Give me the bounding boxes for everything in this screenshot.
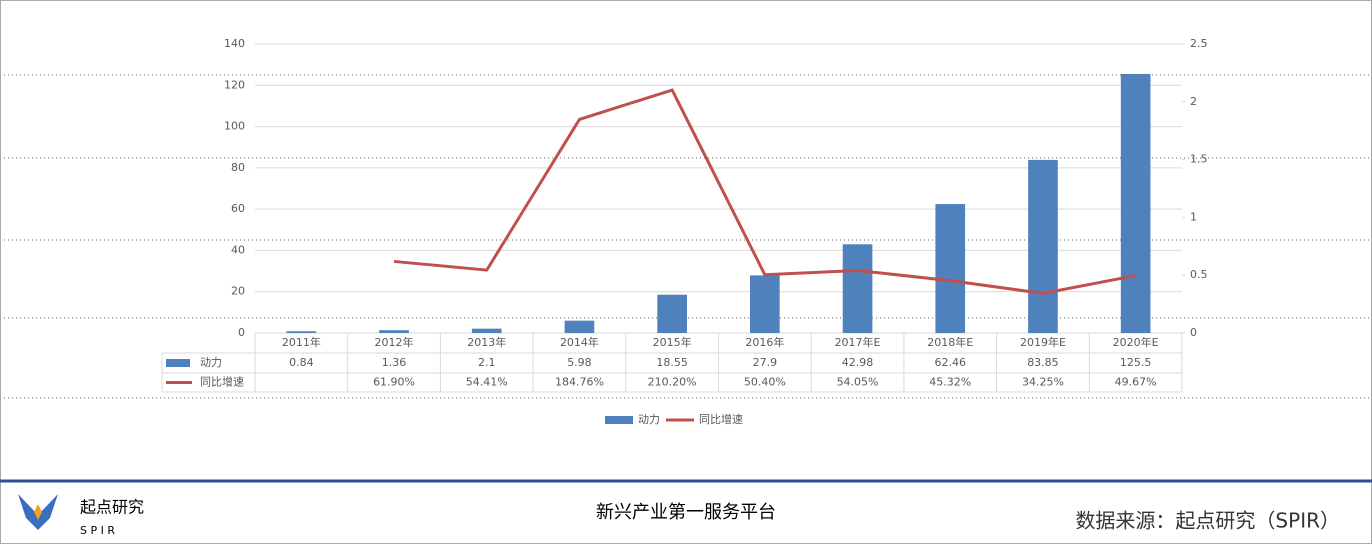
table-cell: 34.25% xyxy=(1022,376,1064,389)
bar xyxy=(471,328,502,333)
bar xyxy=(1028,159,1058,333)
legend-swatch xyxy=(605,416,633,424)
y-tick-label: 0 xyxy=(238,326,245,339)
legend-swatch xyxy=(166,359,190,367)
x-tick-label: 2017年E xyxy=(835,335,881,349)
x-tick-label: 2020年E xyxy=(1113,335,1159,349)
table-cell: 2.1 xyxy=(478,356,496,369)
table-row-header: 同比增速 xyxy=(200,375,244,389)
legend-label: 同比增速 xyxy=(699,412,743,426)
bar xyxy=(379,330,409,333)
y-tick-label: 120 xyxy=(224,78,245,91)
table-cell: 18.55 xyxy=(656,356,688,369)
bar xyxy=(750,275,780,333)
y-tick-label: 100 xyxy=(224,120,245,133)
table-cell: 42.98 xyxy=(842,356,874,369)
table-cell: 50.40% xyxy=(744,376,786,389)
y2-tick-label: 1.5 xyxy=(1190,153,1208,166)
y-tick-label: 80 xyxy=(231,161,245,174)
table-row-header: 动力 xyxy=(200,356,222,369)
table-cell: 0.84 xyxy=(289,356,314,369)
bar xyxy=(564,320,595,333)
bar xyxy=(935,204,966,333)
table-cell: 5.98 xyxy=(567,356,592,369)
y2-tick-label: 0 xyxy=(1190,326,1197,339)
x-tick-label: 2019年E xyxy=(1020,335,1066,349)
x-tick-label: 2018年E xyxy=(927,335,973,349)
line xyxy=(393,88,1136,295)
bar xyxy=(286,331,317,333)
y2-tick-label: 2 xyxy=(1190,95,1197,108)
legend-label: 动力 xyxy=(638,413,660,426)
logo xyxy=(18,494,58,530)
slogan: 新兴产业第一服务平台 xyxy=(596,502,776,523)
table-cell: 184.76% xyxy=(555,376,604,389)
table-cell: 62.46 xyxy=(935,356,967,369)
table-cell: 83.85 xyxy=(1027,356,1059,369)
table-cell: 49.67% xyxy=(1115,376,1157,389)
table-cell: 27.9 xyxy=(753,356,778,369)
bar xyxy=(657,294,687,333)
x-tick-label: 2016年 xyxy=(745,335,784,349)
table-cell: 61.90% xyxy=(373,376,415,389)
y2-tick-label: 1 xyxy=(1190,210,1197,223)
table-cell: 1.36 xyxy=(382,356,407,369)
y-tick-label: 20 xyxy=(231,285,245,298)
table-cell: 45.32% xyxy=(929,376,971,389)
x-tick-label: 2015年 xyxy=(653,335,692,349)
x-tick-label: 2014年 xyxy=(560,335,599,349)
x-tick-label: 2012年 xyxy=(375,335,414,349)
table-cell: 54.05% xyxy=(837,376,879,389)
y-tick-label: 40 xyxy=(231,243,245,256)
decor-dots xyxy=(0,74,1372,399)
x-tick-label: 2013年 xyxy=(467,335,506,349)
bar xyxy=(1120,73,1151,334)
table-cell: 210.20% xyxy=(648,376,697,389)
table-cell: 125.5 xyxy=(1120,356,1152,369)
logo-text: 起点研究 xyxy=(80,498,144,517)
background xyxy=(0,0,1372,480)
logo-sub: S P I R xyxy=(80,524,115,537)
bar xyxy=(842,244,873,333)
y2-tick-label: 2.5 xyxy=(1190,37,1208,50)
y-tick-label: 140 xyxy=(224,37,245,50)
y-tick-label: 60 xyxy=(231,202,245,215)
source: 数据来源：起点研究（SPIR） xyxy=(1075,509,1340,533)
table-cell: 54.41% xyxy=(466,376,508,389)
y2-tick-label: 0.5 xyxy=(1190,268,1208,281)
x-tick-label: 2011年 xyxy=(282,335,321,349)
